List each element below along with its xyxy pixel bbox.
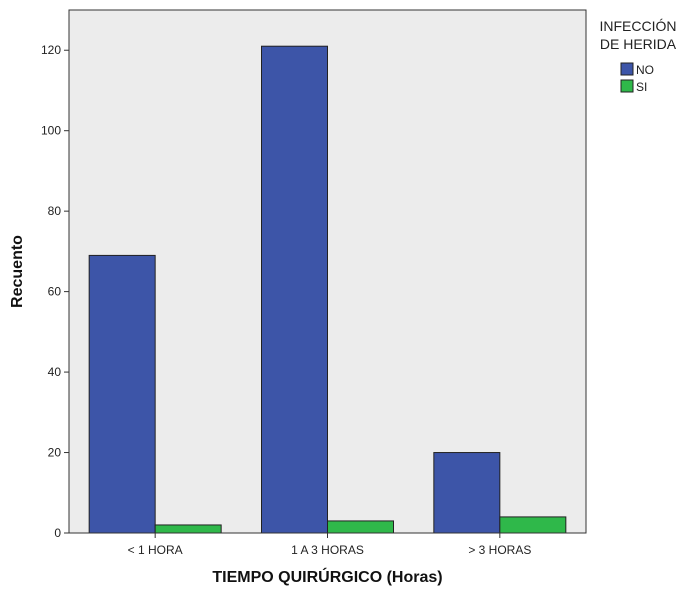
legend-title-line-2: DE HERIDA: [600, 36, 677, 52]
plot-frame: [68, 9, 587, 534]
bar-si-3: [499, 516, 567, 534]
bar-si-1: [154, 524, 222, 534]
legend-swatch-si: [620, 79, 634, 93]
y-axis-title: Recuento: [9, 235, 26, 308]
y-tick-label: 20: [48, 446, 62, 460]
y-tick-label: 60: [48, 285, 62, 299]
legend: INFECCIÓN DE HERIDA NO SI: [600, 18, 677, 94]
y-tick-label: 80: [48, 204, 62, 218]
bar-no-1: [88, 254, 156, 534]
legend-label-si: SI: [636, 80, 647, 94]
legend-swatch-no: [620, 62, 634, 76]
x-axis-title: TIEMPO QUIRÚRGICO (Horas): [212, 567, 442, 586]
x-tick-label: 1 A 3 HORAS: [291, 543, 364, 557]
y-tick-label: 120: [41, 43, 61, 57]
y-tick-label: 0: [54, 526, 61, 540]
x-tick-label: < 1 HORA: [128, 543, 183, 557]
y-axis: 0 20 40 60 80 100 120: [41, 43, 69, 540]
bars-group: [88, 45, 567, 534]
legend-label-no: NO: [636, 63, 654, 77]
bar-si-2: [327, 520, 394, 534]
y-tick-label: 100: [41, 124, 61, 138]
x-tick-label: > 3 HORAS: [468, 543, 531, 557]
bar-no-2: [261, 45, 328, 534]
legend-title-line-1: INFECCIÓN: [600, 18, 677, 34]
bar-no-3: [433, 452, 501, 534]
y-tick-label: 40: [48, 365, 62, 379]
x-axis: < 1 HORA 1 A 3 HORAS > 3 HORAS: [128, 533, 531, 557]
